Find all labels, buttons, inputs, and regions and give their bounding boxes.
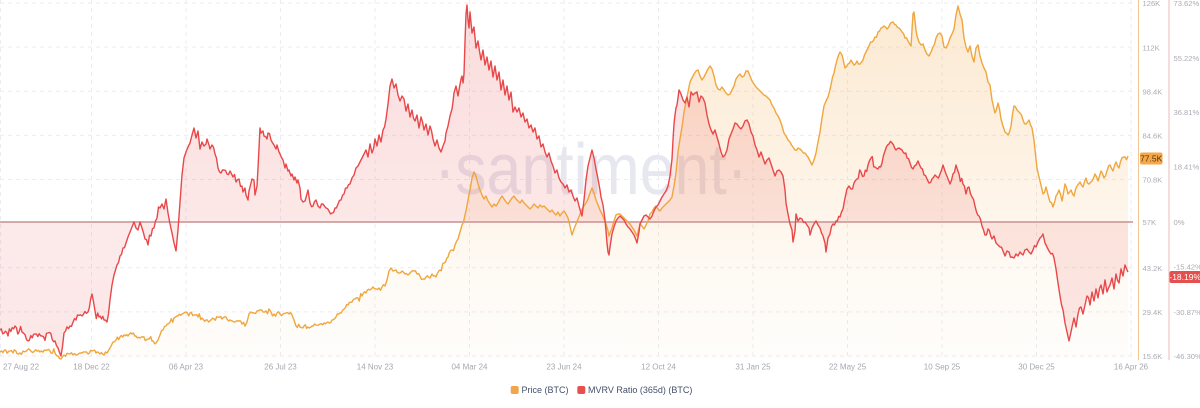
svg-text:04 Mar 24: 04 Mar 24 — [451, 363, 488, 372]
svg-text:MVRV Ratio (365d) (BTC): MVRV Ratio (365d) (BTC) — [588, 385, 692, 395]
svg-text:18.41%: 18.41% — [1174, 163, 1200, 172]
svg-text:-15.42%: -15.42% — [1174, 263, 1200, 272]
svg-text:126K: 126K — [1143, 0, 1161, 8]
svg-text:29.4K: 29.4K — [1143, 308, 1163, 317]
svg-text:23 Jun 24: 23 Jun 24 — [546, 363, 582, 372]
svg-text:06 Apr 23: 06 Apr 23 — [169, 363, 204, 372]
svg-text:98.4K: 98.4K — [1143, 88, 1163, 97]
svg-text:-18.19%: -18.19% — [1169, 272, 1200, 282]
svg-text:84.6K: 84.6K — [1143, 132, 1163, 141]
svg-text:16 Apr 26: 16 Apr 26 — [1114, 363, 1149, 372]
svg-text:15.6K: 15.6K — [1143, 352, 1163, 361]
svg-text:18 Dec 22: 18 Dec 22 — [73, 363, 110, 372]
svg-text:27 Aug 22: 27 Aug 22 — [3, 363, 40, 372]
svg-text:22 May 25: 22 May 25 — [829, 363, 867, 372]
svg-text:10 Sep 25: 10 Sep 25 — [924, 363, 961, 372]
svg-text:Price (BTC): Price (BTC) — [522, 385, 569, 395]
svg-text:26 Jul 23: 26 Jul 23 — [264, 363, 297, 372]
svg-text:77.5K: 77.5K — [1140, 154, 1163, 164]
svg-text:-30.87%: -30.87% — [1174, 308, 1200, 317]
svg-text:-46.30%: -46.30% — [1174, 352, 1200, 361]
svg-text:0%: 0% — [1174, 218, 1185, 227]
svg-text:57K: 57K — [1143, 218, 1157, 227]
svg-text:30 Dec 25: 30 Dec 25 — [1018, 363, 1055, 372]
svg-text:12 Oct 24: 12 Oct 24 — [641, 363, 676, 372]
svg-text:36.81%: 36.81% — [1174, 108, 1200, 117]
svg-text:112K: 112K — [1143, 43, 1160, 52]
svg-text:73.62%: 73.62% — [1174, 0, 1200, 8]
svg-text:70.8K: 70.8K — [1143, 176, 1163, 185]
svg-text:55.22%: 55.22% — [1174, 54, 1200, 63]
svg-text:31 Jan 25: 31 Jan 25 — [735, 363, 771, 372]
svg-text:43.2K: 43.2K — [1143, 264, 1163, 273]
svg-text:14 Nov 23: 14 Nov 23 — [357, 363, 394, 372]
